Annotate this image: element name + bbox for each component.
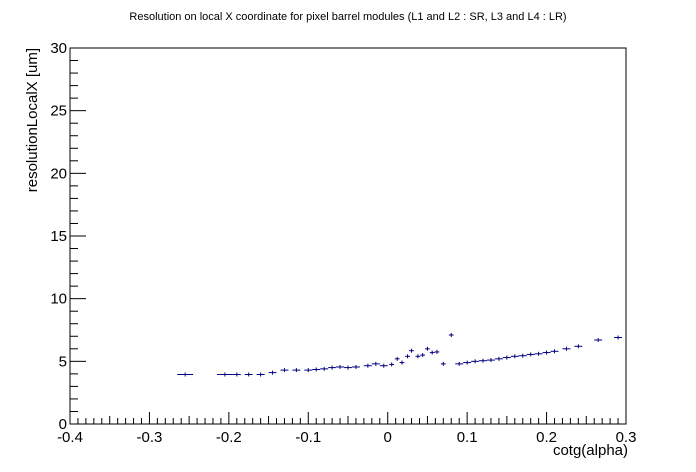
data-point [429,350,435,355]
y-tick-label: 30 [50,40,67,57]
data-point [455,361,464,366]
data-point [244,372,253,377]
data-point [415,354,421,359]
data-point [502,355,511,360]
data-point [328,365,337,370]
data-point [434,349,440,354]
y-tick-label: 10 [50,291,67,308]
data-point [394,356,400,361]
data-point [304,368,313,373]
y-axis-ticks [70,47,86,425]
data-point [510,354,519,359]
y-axis-label: resolutionLocalX [um] [24,48,41,192]
chart-title: Resolution on local X coordinate for pix… [129,11,566,23]
data-point [351,364,360,369]
data-point [320,366,329,371]
x-axis-ticks [69,412,627,424]
data-point [389,362,395,367]
data-point [471,359,480,364]
data-point [256,372,265,377]
x-tick-label: 0.3 [616,429,637,446]
data-point [526,352,535,357]
data-point [562,346,571,351]
x-tick-label: -0.4 [57,429,83,446]
data-point [405,354,410,359]
x-axis-label: cotg(alpha) [553,442,628,459]
data-point [336,364,345,369]
data-point [440,361,446,366]
data-point [177,372,194,377]
x-tick-label: 0.2 [536,429,557,446]
data-point [312,367,321,372]
data-point [487,358,495,363]
data-point [542,350,551,355]
data-point [420,353,426,358]
data-point [614,335,623,340]
x-tick-label: 0.1 [457,429,478,446]
data-point [463,360,472,365]
data-point [550,349,559,354]
data-point [574,344,583,349]
y-tick-label: 20 [50,165,67,182]
data-point [232,372,241,377]
data-point [479,358,487,363]
y-tick-label: 5 [59,353,67,370]
data-point [425,346,430,351]
data-point [494,356,503,361]
x-tick-label: -0.3 [136,429,162,446]
data-point [292,368,301,373]
x-tick-label: -0.2 [216,429,242,446]
data-point [594,338,603,343]
x-axis-tick-labels: -0.4 -0.3 -0.2 -0.1 0 0.1 0.2 0.3 [57,429,636,446]
y-tick-label: 25 [50,103,67,120]
y-axis-tick-labels: 0 5 10 15 20 25 30 [50,40,67,433]
data-point [399,360,405,365]
y-tick-label: 0 [59,416,67,433]
data-point [363,363,372,368]
data-point [344,365,352,370]
data-point [379,363,388,368]
data-point [280,368,289,373]
y-tick-label: 15 [50,228,67,245]
data-point [371,361,380,366]
data-point [534,351,543,356]
data-point [216,372,233,377]
x-tick-label: -0.1 [295,429,321,446]
data-point [268,370,277,375]
data-point [409,348,414,353]
x-tick-label: 0 [384,429,392,446]
data-point [518,353,527,358]
data-points [177,333,623,377]
data-point [448,333,454,338]
